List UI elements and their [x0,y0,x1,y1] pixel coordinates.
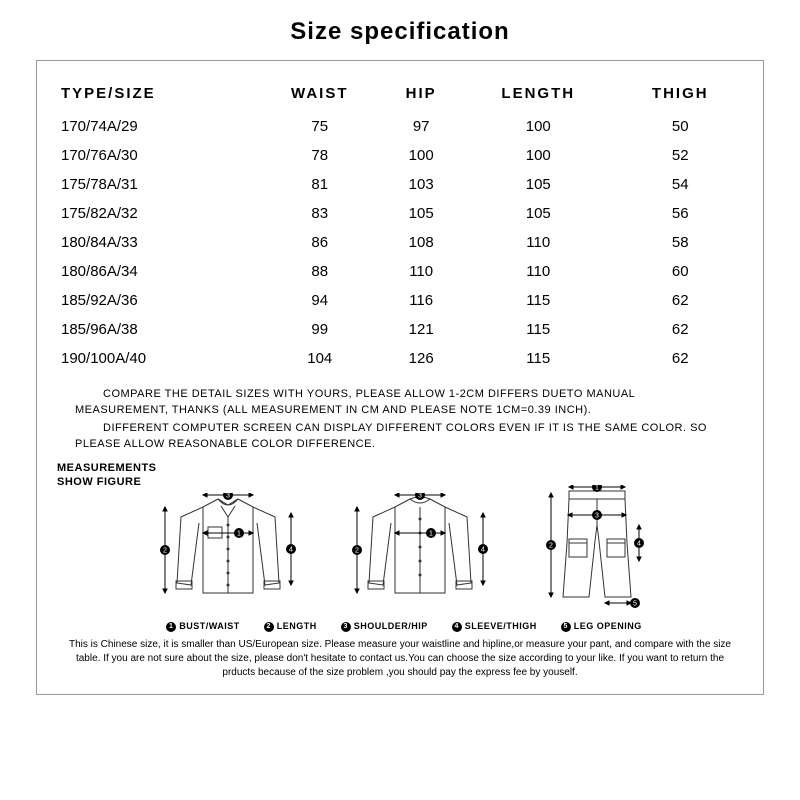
table-cell: 54 [617,170,743,199]
table-cell: 115 [459,286,617,315]
table-cell: 88 [256,257,383,286]
table-cell: 60 [617,257,743,286]
table-row: 170/74A/29759710050 [57,112,743,141]
table-row: 180/84A/338610811058 [57,228,743,257]
table-row: 185/92A/369411611562 [57,286,743,315]
table-cell: 180/86A/34 [57,257,256,286]
shirt-front-icon: 3 1 2 4 [143,493,313,611]
legend-item: 5LEG OPENING [553,621,642,631]
table-cell: 78 [256,141,383,170]
table-cell: 83 [256,199,383,228]
table-cell: 81 [256,170,383,199]
table-cell: 180/84A/33 [57,228,256,257]
svg-text:1: 1 [237,531,241,538]
svg-text:1: 1 [429,531,433,538]
legend-dot-icon: 1 [166,622,176,632]
table-cell: 170/74A/29 [57,112,256,141]
table-cell: 105 [459,170,617,199]
measurement-legend: 1BUST/WAIST 2LENGTH 3SHOULDER/HIP 4SLEEVE/T… [57,621,743,632]
table-cell: 110 [383,257,459,286]
note-paragraph: DIFFERENT COMPUTER SCREEN CAN DISPLAY DI… [75,421,725,453]
table-cell: 175/78A/31 [57,170,256,199]
table-cell: 115 [459,344,617,373]
svg-text:5: 5 [633,601,637,608]
table-cell: 185/96A/38 [57,315,256,344]
legend-dot-icon: 2 [264,622,274,632]
table-cell: 116 [383,286,459,315]
legend-dot-icon: 4 [452,622,462,632]
svg-text:4: 4 [289,547,293,554]
table-cell: 52 [617,141,743,170]
column-header: THIGH [617,79,743,112]
legend-item: 4SLEEVE/THIGH [444,621,537,631]
svg-text:1: 1 [595,485,599,492]
table-cell: 94 [256,286,383,315]
table-cell: 104 [256,344,383,373]
table-cell: 97 [383,112,459,141]
column-header: WAIST [256,79,383,112]
footnote: This is Chinese size, it is smaller than… [57,638,743,686]
page-title: Size specification [0,0,800,60]
table-cell: 100 [459,141,617,170]
table-row: 175/78A/318110310554 [57,170,743,199]
legend-item: 3SHOULDER/HIP [333,621,428,631]
content-frame: TYPE/SIZEWAISTHIPLENGTHTHIGH 170/74A/297… [36,60,764,695]
table-cell: 115 [459,315,617,344]
note-paragraph: COMPARE THE DETAIL SIZES WITH YOURS, PLE… [75,387,725,419]
table-cell: 175/82A/32 [57,199,256,228]
table-cell: 108 [383,228,459,257]
legend-dot-icon: 3 [341,622,351,632]
table-cell: 62 [617,315,743,344]
table-row: 180/86A/348811011060 [57,257,743,286]
svg-text:2: 2 [163,548,167,555]
table-cell: 121 [383,315,459,344]
legend-item: 1BUST/WAIST [158,621,240,631]
column-header: HIP [383,79,459,112]
table-cell: 126 [383,344,459,373]
table-cell: 62 [617,286,743,315]
measurements-label-line: MEASUREMENTS [57,462,157,474]
svg-text:4: 4 [481,547,485,554]
table-cell: 100 [459,112,617,141]
table-cell: 58 [617,228,743,257]
table-cell: 185/92A/36 [57,286,256,315]
pants-icon: 1 3 2 4 5 [527,485,657,611]
table-cell: 110 [459,257,617,286]
table-body: 170/74A/29759710050170/76A/3078100100521… [57,112,743,373]
legend-item: 2LENGTH [256,621,317,631]
table-cell: 100 [383,141,459,170]
size-table: TYPE/SIZEWAISTHIPLENGTHTHIGH 170/74A/297… [57,79,743,373]
table-cell: 50 [617,112,743,141]
table-cell: 110 [459,228,617,257]
table-row: 175/82A/328310510556 [57,199,743,228]
column-header: TYPE/SIZE [57,79,256,112]
table-cell: 99 [256,315,383,344]
table-row: 170/76A/307810010052 [57,141,743,170]
table-cell: 170/76A/30 [57,141,256,170]
legend-dot-icon: 5 [561,622,571,632]
notes-block: COMPARE THE DETAIL SIZES WITH YOURS, PLE… [75,387,725,453]
column-header: LENGTH [459,79,617,112]
table-cell: 105 [383,199,459,228]
svg-text:3: 3 [418,493,422,500]
table-cell: 62 [617,344,743,373]
table-row: 185/96A/389912111562 [57,315,743,344]
svg-text:2: 2 [549,543,553,550]
measurements-label-line: SHOW FIGURE [57,476,141,488]
table-header: TYPE/SIZEWAISTHIPLENGTHTHIGH [57,79,743,112]
measurement-figures: 3 1 2 4 [57,485,743,611]
svg-text:3: 3 [595,513,599,520]
svg-text:2: 2 [355,548,359,555]
table-cell: 103 [383,170,459,199]
table-cell: 75 [256,112,383,141]
svg-text:4: 4 [637,541,641,548]
table-row: 190/100A/4010412611562 [57,344,743,373]
table-cell: 56 [617,199,743,228]
table-cell: 105 [459,199,617,228]
table-cell: 86 [256,228,383,257]
table-cell: 190/100A/40 [57,344,256,373]
svg-text:3: 3 [226,493,230,500]
shirt-back-icon: 3 1 2 4 [335,493,505,611]
